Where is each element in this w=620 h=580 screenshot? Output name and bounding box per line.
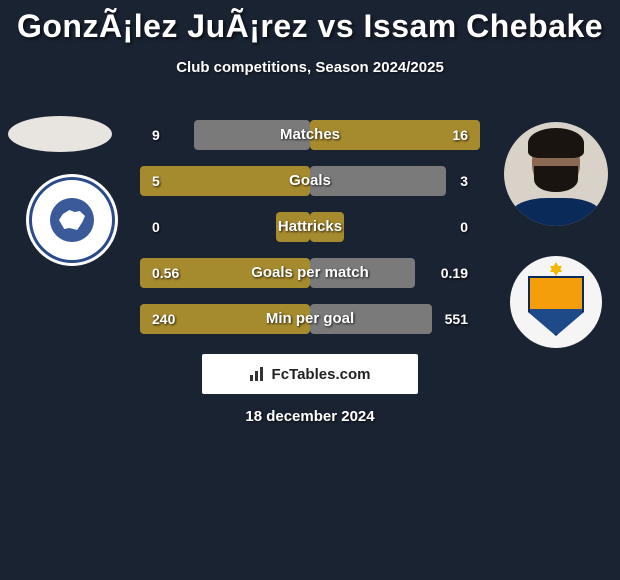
stat-row: Goals5 3	[140, 166, 480, 196]
stat-row: Hattricks0 0	[140, 212, 480, 242]
stat-row: Matches9 16	[140, 120, 480, 150]
date-label: 18 december 2024	[0, 408, 620, 425]
page-title: GonzÃ¡lez JuÃ¡rez vs Issam Chebake	[0, 0, 620, 45]
stat-value-right: 0.19	[429, 258, 480, 288]
stat-value-left: 5	[140, 166, 172, 196]
stat-value-left: 240	[140, 304, 187, 334]
stat-value-left: 0	[140, 212, 172, 242]
player-left-avatar	[8, 116, 112, 152]
stat-value-left: 0.56	[140, 258, 191, 288]
brand-text: FcTables.com	[272, 366, 371, 383]
stat-label: Goals	[140, 166, 480, 196]
stat-label: Min per goal	[140, 304, 480, 334]
club-left-logo	[26, 174, 118, 266]
club-right-logo	[510, 256, 602, 348]
stat-label: Hattricks	[140, 212, 480, 242]
stat-value-right: 16	[440, 120, 480, 150]
stat-row: Goals per match0.560.19	[140, 258, 480, 288]
stats-chart: Matches916Goals53Hattricks00Goals per ma…	[140, 120, 480, 350]
brand-chart-icon	[250, 367, 268, 381]
stat-label: Matches	[140, 120, 480, 150]
stat-value-left: 9	[140, 120, 172, 150]
stat-value-right: 551	[433, 304, 480, 334]
player-right-avatar	[504, 122, 608, 226]
stat-value-right: 3	[448, 166, 480, 196]
stat-row: Min per goal240 551	[140, 304, 480, 334]
subtitle: Club competitions, Season 2024/2025	[0, 59, 620, 76]
brand-box[interactable]: FcTables.com	[202, 354, 418, 394]
stat-value-right: 0	[448, 212, 480, 242]
